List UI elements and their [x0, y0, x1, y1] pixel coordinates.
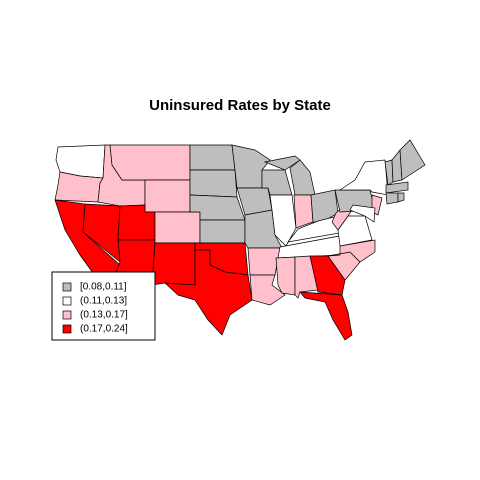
- state-region: [310, 189, 339, 223]
- state-region: [399, 139, 426, 181]
- state-region: [309, 255, 346, 296]
- state-region: [299, 291, 353, 341]
- map-title: Uninsured Rates by State: [149, 97, 331, 114]
- state-region: [144, 179, 191, 213]
- state-region: [338, 159, 389, 196]
- state-region: [287, 215, 346, 243]
- state-region: [263, 155, 301, 171]
- legend: [0.08,0.11] (0.11,0.13] (0.13,0.17] (0.17,0…: [51, 271, 156, 341]
- regions: [54, 139, 426, 341]
- legend-label: (0.17,0.24]: [80, 324, 128, 335]
- legend-swatch: [62, 324, 72, 334]
- state-region: [164, 249, 253, 336]
- state-region: [249, 274, 286, 306]
- legend-label: (0.11,0.13]: [80, 296, 127, 307]
- state-region: [189, 144, 236, 171]
- state-region: [189, 169, 238, 198]
- state-region: [385, 192, 399, 205]
- state-region: [275, 256, 296, 296]
- legend-swatch: [62, 282, 72, 292]
- legend-swatch: [62, 310, 72, 320]
- state-region: [349, 204, 376, 223]
- state-region: [397, 192, 405, 203]
- legend-label: [0.08,0.11]: [80, 282, 127, 293]
- state-region: [199, 219, 246, 244]
- state-region: [151, 242, 196, 286]
- state-region: [109, 144, 191, 181]
- state-region: [385, 181, 409, 194]
- state-region: [327, 239, 376, 263]
- state-region: [154, 211, 201, 244]
- legend-swatch: [62, 296, 72, 306]
- state-region: [293, 194, 314, 229]
- state-region: [247, 247, 281, 276]
- legend-label: (0.13,0.17]: [80, 310, 128, 321]
